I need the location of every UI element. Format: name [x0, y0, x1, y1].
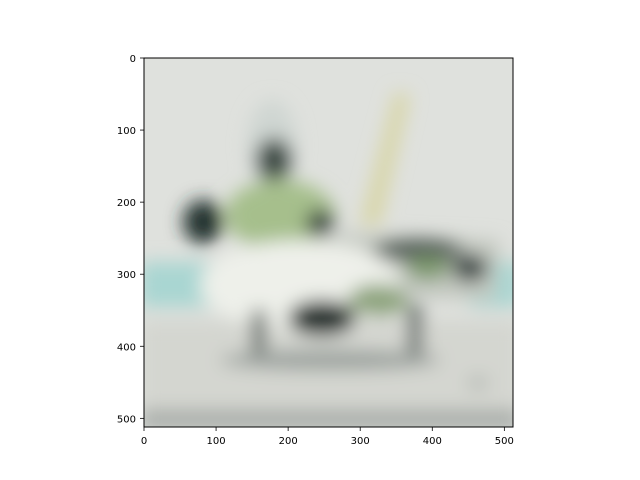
y-tick-label: 0 [130, 54, 136, 65]
y-axis-ticks: 0 100 200 300 400 500 [117, 54, 144, 425]
x-axis-ticks: 0 100 200 300 400 500 [141, 427, 514, 447]
intake-right [306, 209, 334, 237]
x-tick-label: 0 [141, 436, 147, 447]
fuselage-light [200, 240, 400, 330]
wing-green-patch [406, 256, 450, 280]
wing-dark-patch [373, 238, 463, 262]
y-tick-label: 400 [117, 342, 136, 353]
y-tick-label: 500 [117, 414, 136, 425]
shadow-right [468, 377, 488, 389]
y-tick-label: 200 [117, 198, 136, 209]
x-tick-label: 400 [423, 436, 442, 447]
axes-frame [143, 57, 514, 428]
wing-dark-spot [452, 254, 488, 282]
y-tick-label: 100 [117, 126, 136, 137]
x-tick-label: 300 [351, 436, 370, 447]
intake-left [183, 200, 223, 244]
ground [144, 320, 513, 427]
gear-right [408, 305, 422, 360]
x-tick-label: 200 [279, 436, 298, 447]
belly-green [348, 284, 408, 316]
x-tick-label: 500 [495, 436, 514, 447]
gear-left [252, 310, 266, 355]
x-tick-label: 100 [207, 436, 226, 447]
image-area [144, 58, 513, 427]
cyan-band-left [144, 262, 210, 307]
fuselage-green [225, 180, 335, 250]
shadow [220, 350, 440, 370]
bottom-strip [144, 410, 513, 427]
belly-dark [288, 300, 356, 336]
canopy-frame [256, 138, 292, 182]
tail-fin [360, 92, 410, 225]
y-tick-label: 300 [117, 270, 136, 281]
